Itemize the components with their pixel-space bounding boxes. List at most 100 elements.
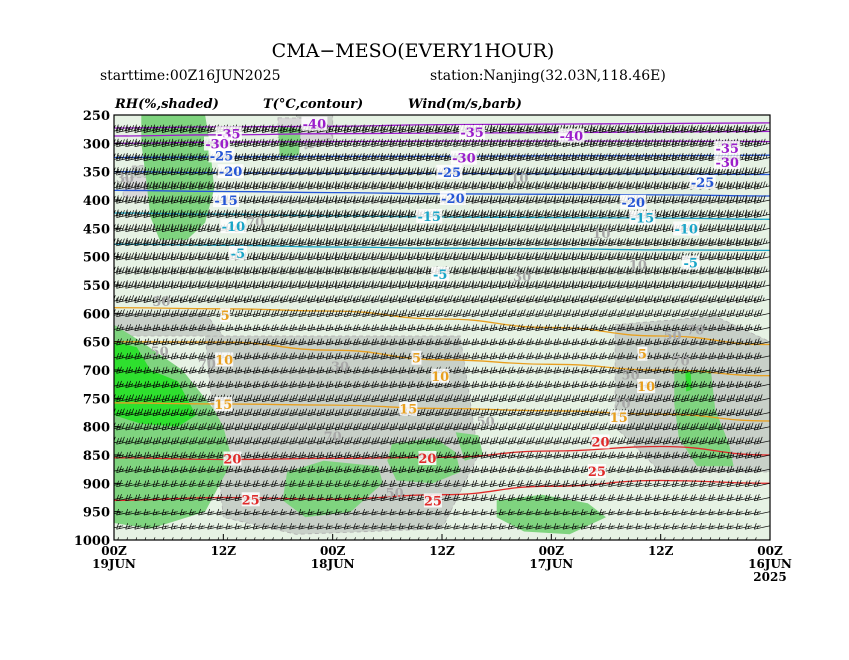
barb-half-feather [346, 141, 349, 145]
wind-barb [189, 138, 206, 148]
barb-feather [489, 124, 493, 131]
barb-feather [353, 140, 356, 147]
barb-feather [453, 124, 456, 131]
barb-feather [108, 212, 110, 218]
barb-feather [525, 124, 529, 131]
barb-feather [544, 140, 548, 147]
barb-feather [486, 125, 490, 132]
barb-feather [161, 124, 165, 131]
barb-feather [261, 124, 265, 131]
rh-region-80 [496, 494, 606, 535]
barb-feather [110, 197, 112, 203]
barb-feather [626, 138, 629, 145]
barb-feather [292, 139, 295, 147]
barb-feather [699, 140, 703, 147]
barb-feather [598, 124, 602, 131]
barb-feather [653, 138, 657, 145]
barb-feather [626, 126, 630, 133]
barb-feather [690, 140, 693, 147]
wind-barb [325, 124, 342, 133]
barb-feather [356, 139, 359, 147]
barb-feather [243, 124, 247, 131]
barb-half-feather [401, 126, 403, 131]
barb-feather [541, 139, 544, 146]
barb-feather [322, 139, 326, 146]
rh-region-50 [204, 335, 479, 535]
barb-half-feather [291, 141, 294, 145]
barb-half-feather [118, 126, 121, 131]
barb-half-feather [437, 141, 440, 145]
barb-feather [532, 125, 535, 132]
barb-feather [276, 139, 280, 146]
isotherm--5 [114, 243, 770, 252]
barb-feather [401, 125, 405, 133]
barb-feather [140, 125, 144, 132]
barb-feather [371, 140, 375, 147]
barb-half-feather [328, 141, 331, 145]
barb-feather [635, 124, 638, 131]
barb-half-feather [273, 141, 276, 145]
barb-half-feather [155, 126, 157, 131]
barb-feather [374, 139, 377, 147]
barb-half-feather [337, 126, 340, 131]
barb-feather [544, 124, 547, 131]
barb-feather [201, 125, 204, 133]
barb-feather [453, 126, 457, 133]
wind-barb [708, 124, 725, 133]
barb-feather [161, 140, 165, 147]
barb-feather [194, 125, 198, 132]
barb-feather [283, 125, 286, 133]
barb-feather [185, 125, 189, 132]
barb-feather [198, 140, 201, 147]
barb-feather [419, 125, 423, 133]
barb-feather [122, 139, 125, 146]
barb-feather [510, 139, 514, 147]
barb-feather [101, 239, 103, 245]
barb-half-feather [264, 141, 267, 145]
barb-feather [192, 125, 195, 133]
wind-barb [362, 124, 379, 133]
barb-feather [343, 140, 347, 147]
barb-feather [188, 124, 192, 131]
barb-feather [128, 139, 131, 147]
barb-feather [334, 124, 338, 131]
barb-feather [729, 125, 733, 133]
barb-feather [753, 126, 757, 133]
barb-feather [152, 140, 156, 147]
barb-feather [197, 138, 201, 145]
barb-half-feather [182, 126, 185, 131]
barb-feather [340, 139, 344, 146]
barb-half-feather [419, 126, 422, 131]
barb-feather [362, 126, 365, 133]
barb-feather [744, 126, 748, 133]
barb-feather [119, 139, 122, 147]
barb-half-feather [146, 141, 148, 145]
barb-feather [289, 140, 293, 147]
barb-feather [98, 240, 100, 246]
barb-shaft [114, 185, 115, 187]
barb-feather [143, 126, 147, 133]
barb-feather [419, 139, 423, 147]
barb-feather [516, 138, 520, 145]
barb-feather [110, 154, 112, 160]
barb-feather [550, 125, 554, 132]
barb-feather [428, 125, 432, 133]
barb-feather [589, 126, 593, 133]
barb-feather [507, 124, 511, 131]
barb-feather [125, 124, 128, 131]
barb-feather [407, 140, 411, 147]
barb-half-feather [747, 126, 750, 131]
barb-feather [465, 139, 469, 147]
barb-feather [607, 124, 611, 131]
barb-feather [456, 125, 459, 133]
barb-feather [553, 138, 556, 145]
barb-half-feather [556, 141, 558, 145]
barb-half-feather [127, 126, 130, 131]
barb-feather [689, 124, 693, 131]
barb-half-feather [319, 141, 321, 145]
barb-feather [450, 139, 453, 146]
barb-feather [644, 138, 648, 145]
barb-feather [480, 140, 484, 147]
barb-half-feather [373, 141, 376, 145]
